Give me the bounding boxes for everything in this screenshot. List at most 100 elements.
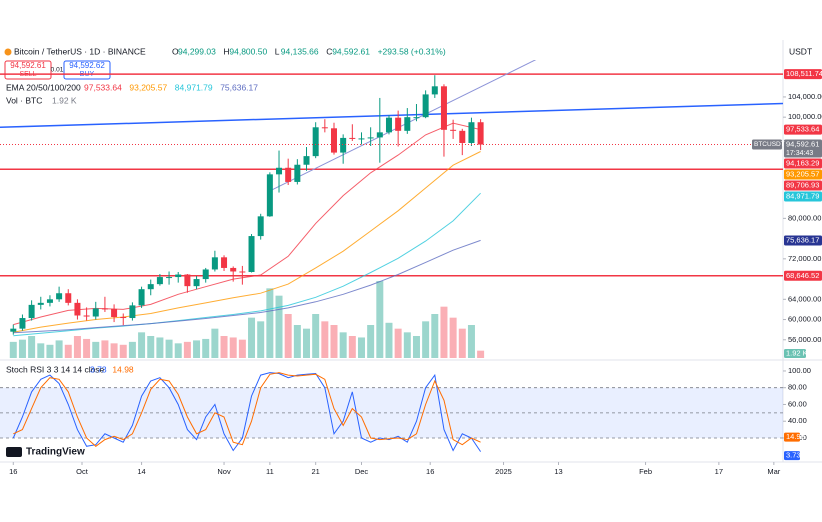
ema-line xyxy=(13,192,481,337)
candle-body xyxy=(138,289,145,306)
ohlc-value: 94,800.50 xyxy=(229,46,267,56)
price-label: 84,971.79 xyxy=(786,192,819,201)
candle-body xyxy=(468,122,475,143)
buy-price: 94,592.62 xyxy=(69,61,105,70)
volume-bar xyxy=(303,328,311,358)
y-tick-label: 100,000.00 xyxy=(788,112,822,121)
price-label-box xyxy=(784,191,822,202)
candle-body xyxy=(56,293,63,300)
x-tick-label: Dec xyxy=(355,467,369,476)
rsi-tick-label: 60.00 xyxy=(788,399,807,408)
x-tick-label: Oct xyxy=(76,467,89,476)
candle-body xyxy=(459,130,466,143)
candle-body xyxy=(65,293,72,303)
volume-bar xyxy=(73,336,81,358)
price-label: 94,163.29 xyxy=(786,159,819,168)
candle-body xyxy=(10,328,17,332)
candle-body xyxy=(294,164,301,182)
volume-legend: Vol · BTC xyxy=(6,95,42,105)
candle-body xyxy=(404,117,411,131)
volume-label-box xyxy=(784,349,806,358)
volume-bar xyxy=(330,325,338,358)
ohlc-key: C xyxy=(326,46,332,56)
symbol-title[interactable]: Bitcoin / TetherUS · 1D · BINANCE xyxy=(14,46,146,56)
ema-legend-value: 84,971.79 xyxy=(175,82,213,92)
rsi-tick-label: 80.00 xyxy=(788,383,807,392)
volume-bar xyxy=(229,337,237,358)
sell-price: 94,592.61 xyxy=(10,61,46,70)
countdown: 17:34:43 xyxy=(786,150,813,157)
volume-bar xyxy=(394,328,402,358)
rsi-tick-label: 40.00 xyxy=(788,416,807,425)
candle-body xyxy=(120,317,127,319)
volume-bar xyxy=(284,314,292,358)
volume-bar xyxy=(147,336,155,358)
volume-bar xyxy=(312,314,320,358)
price-label-box xyxy=(784,139,822,158)
trend-line xyxy=(271,60,537,191)
volume-bar xyxy=(92,341,100,358)
candle-body xyxy=(385,117,392,133)
candle-body xyxy=(92,308,99,317)
volume-bar xyxy=(275,295,283,358)
price-label-box xyxy=(784,124,822,135)
ohlc-key: H xyxy=(223,46,229,56)
candle-body xyxy=(321,127,328,129)
volume-bar xyxy=(101,340,109,358)
spread: 0.01 xyxy=(51,67,64,74)
volume-bar xyxy=(431,314,439,358)
candle-body xyxy=(440,86,447,130)
candle-body xyxy=(101,308,108,310)
x-tick-label: 14 xyxy=(137,467,145,476)
candle-body xyxy=(376,132,383,138)
volume-bar xyxy=(348,336,356,358)
candle-body xyxy=(202,269,209,280)
rsi-value-box xyxy=(784,432,800,442)
price-label-box xyxy=(784,69,822,80)
volume-bar xyxy=(321,321,329,358)
volume-bar xyxy=(46,344,54,358)
candle-body xyxy=(211,257,218,270)
volume-bar xyxy=(367,325,375,358)
volume-bar xyxy=(238,339,246,358)
volume-bar xyxy=(422,321,430,358)
ema-line xyxy=(13,239,481,334)
volume-bar xyxy=(220,336,228,358)
ema-legend-value: 97,533.64 xyxy=(84,82,122,92)
candle-body xyxy=(83,315,90,317)
ohlc-change: +293.58 (+0.31%) xyxy=(378,46,446,56)
candle-body xyxy=(331,128,338,153)
price-label-box xyxy=(784,270,822,281)
price-label: 108,511.74 xyxy=(786,69,822,78)
x-tick-label: 11 xyxy=(266,467,274,476)
ema-legend-value: 93,205.57 xyxy=(129,82,167,92)
symbol-tag-box xyxy=(752,139,782,150)
y-tick-label: 64,000.00 xyxy=(788,294,821,303)
volume-bar xyxy=(165,339,173,358)
candle-body xyxy=(413,117,420,119)
rsi-value-box xyxy=(784,451,800,461)
currency-label[interactable]: USDT xyxy=(789,46,812,56)
price-label: 97,533.64 xyxy=(786,125,819,134)
candle-body xyxy=(147,284,154,290)
candle-body xyxy=(19,318,26,329)
y-tick-label: 80,000.00 xyxy=(788,213,821,222)
volume-bar xyxy=(385,322,393,358)
candle-body xyxy=(37,302,44,305)
ohlc-value: 94,135.66 xyxy=(281,46,319,56)
y-tick-label: 104,000.00 xyxy=(788,92,822,101)
rsi-legend-value: 14.98 xyxy=(112,364,134,374)
candle-body xyxy=(266,174,273,217)
x-tick-label: Nov xyxy=(217,467,231,476)
volume-bar xyxy=(440,306,448,358)
ohlc-value: 94,299.03 xyxy=(178,46,216,56)
volume-bar xyxy=(138,332,146,358)
rsi-line xyxy=(13,372,481,447)
volume-label: 1.92 K xyxy=(786,348,808,357)
candle-body xyxy=(184,274,191,287)
volume-bar xyxy=(110,343,118,358)
x-tick-label: Mar xyxy=(767,467,780,476)
x-tick-label: Feb xyxy=(639,467,652,476)
price-label-box xyxy=(784,235,822,246)
